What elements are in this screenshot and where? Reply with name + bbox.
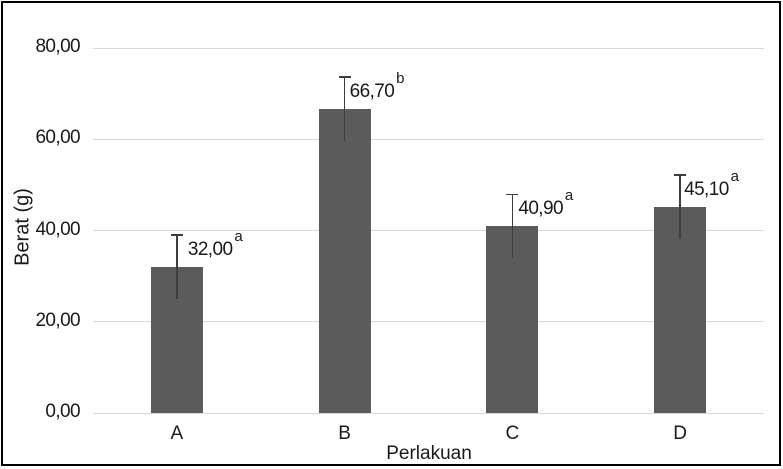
y-tick-label: 20,00 [35,309,80,331]
gridline [93,47,764,49]
y-tick-label: 40,00 [35,218,80,240]
data-label: 32,00a [187,229,243,261]
x-category-label: C [505,423,520,444]
error-bar-cap [338,75,351,78]
data-label-value: 40,90 [518,198,563,220]
data-label: 66,70b [349,71,405,103]
x-category-label: D [673,423,687,444]
error-bar-line [679,175,681,240]
bar-B [318,108,371,413]
x-axis-line [93,412,764,414]
data-label-superscript: a [564,187,574,205]
error-bar-cap [506,193,519,196]
x-axis-title: Perlakuan [386,443,472,464]
bar-D [654,207,707,413]
error-bar-line [176,235,178,299]
data-label-superscript: a [730,168,740,186]
data-label-superscript: b [396,69,405,87]
data-label: 40,90a [518,188,573,220]
x-category-label: A [170,423,184,444]
error-bar-cap [674,174,687,177]
error-bar-line [343,76,346,141]
gridline [93,321,764,323]
data-label-value: 45,10 [684,179,729,201]
gridline [93,138,764,140]
data-label-superscript: a [234,228,243,246]
y-tick-label: 0,00 [45,401,80,422]
data-label-value: 32,00 [187,239,233,261]
error-bar-cap [170,234,183,236]
gridline [93,230,764,231]
plot-area [93,47,764,414]
y-tick-label: 80,00 [35,36,80,57]
data-label: 45,10a [684,169,739,201]
data-label-value: 66,70 [349,80,395,102]
x-category-label: B [338,423,351,444]
error-bar-line [511,194,514,259]
y-tick-label: 60,00 [35,127,80,149]
